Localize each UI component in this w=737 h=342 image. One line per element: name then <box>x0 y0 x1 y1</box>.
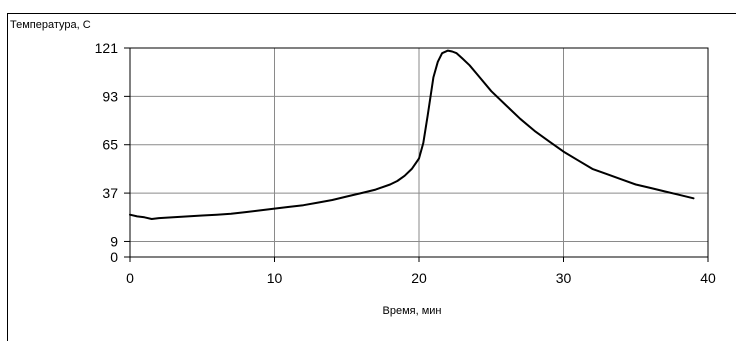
x-tick-label: 10 <box>267 270 283 286</box>
axes <box>124 47 709 262</box>
chart-frame <box>7 13 736 341</box>
grid <box>130 48 708 257</box>
x-tick-label: 30 <box>556 270 572 286</box>
y-tick-label: 121 <box>95 40 119 56</box>
x-tick-labels: 0 10 20 30 40 <box>126 270 716 286</box>
y-tick-labels: 09 37 65 93 121 <box>95 40 119 265</box>
y-axis-title: Температура, С <box>10 19 91 31</box>
x-axis-title: Время, мин <box>383 305 442 317</box>
series-line <box>129 49 695 220</box>
x-tick-label: 40 <box>700 270 716 286</box>
x-tick-label: 0 <box>126 270 134 286</box>
series-group <box>129 49 695 220</box>
y-tick-label: 9 <box>110 233 118 249</box>
y-tick-label: 0 <box>110 249 118 265</box>
y-tick-label: 37 <box>102 185 118 201</box>
y-tick-label: 93 <box>102 88 118 104</box>
y-tick-label: 65 <box>102 137 118 153</box>
x-tick-label: 20 <box>411 270 427 286</box>
